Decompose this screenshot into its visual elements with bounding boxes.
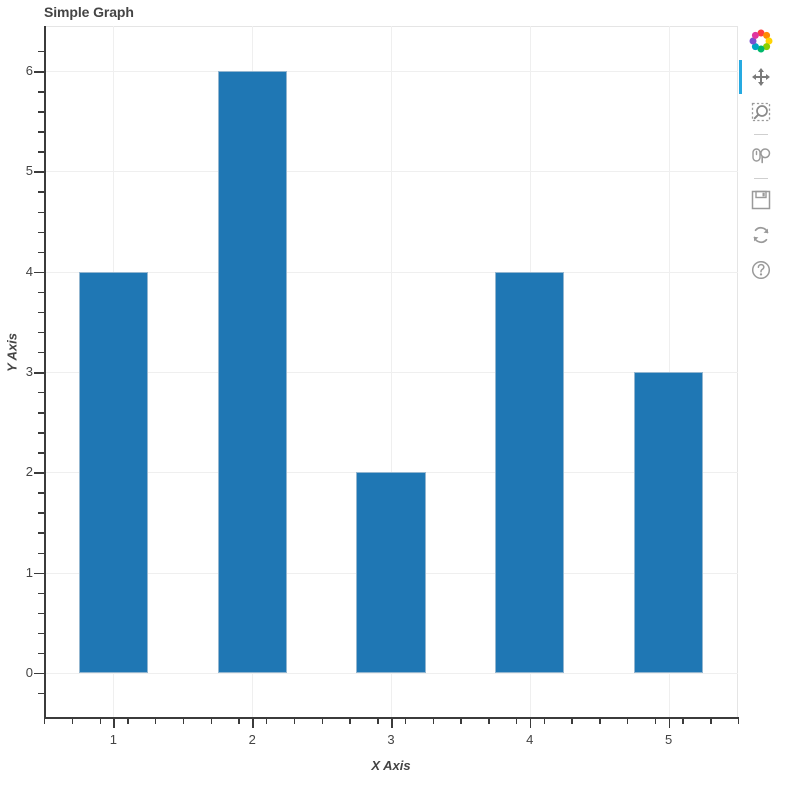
y-tick-minor (38, 331, 44, 334)
toolbar-separator (754, 134, 768, 135)
page-title: Simple Graph (44, 4, 134, 20)
x-tick-major (529, 718, 532, 728)
toolbar-separator (754, 178, 768, 179)
y-axis-title: Y Axis (4, 332, 20, 373)
x-tick-minor (710, 718, 712, 724)
y-tick-minor (38, 692, 44, 695)
x-tick-major (668, 718, 671, 728)
x-tick-minor (404, 718, 407, 724)
y-tick-minor (38, 412, 44, 414)
y-tick-minor (38, 452, 44, 454)
y-tick-minor (38, 512, 44, 514)
bar-glyph (356, 472, 426, 673)
y-tick-major (34, 672, 44, 675)
bar-glyph (78, 271, 149, 673)
x-tick-minor (460, 718, 462, 724)
x-tick-minor (488, 718, 490, 724)
y-tick-minor (38, 392, 44, 394)
bar-glyph (217, 71, 287, 673)
y-tick-minor (38, 432, 44, 434)
y-tick-label: 5 (25, 163, 33, 179)
box-zoom-tool[interactable] (746, 97, 776, 127)
x-tick-minor (377, 718, 379, 724)
x-tick-minor (432, 718, 435, 724)
bars-layer (44, 26, 738, 718)
x-tick-major (113, 718, 115, 728)
y-tick-label: 0 (25, 664, 33, 680)
wheel-zoom-tool[interactable] (746, 141, 776, 171)
x-tick-minor (238, 718, 240, 724)
x-tick-minor (599, 718, 601, 724)
plot-toolbar[interactable] (739, 26, 781, 290)
y-tick-major (34, 572, 44, 575)
x-tick-minor (182, 718, 185, 724)
y-tick-label: 1 (25, 564, 33, 580)
x-tick-label: 1 (109, 732, 117, 747)
x-tick-minor (571, 718, 573, 724)
y-tick-label: 3 (25, 364, 33, 379)
x-tick-major (252, 718, 254, 728)
x-tick-label: 4 (526, 732, 534, 747)
y-tick-minor (38, 552, 44, 554)
y-axis-line (44, 26, 46, 718)
x-tick-minor (738, 718, 740, 724)
y-tick-minor (38, 231, 44, 233)
x-tick-minor (127, 718, 129, 724)
x-tick-minor (293, 718, 296, 724)
x-axis-title: X Axis (371, 758, 411, 773)
x-tick-minor (515, 718, 518, 724)
y-tick-minor (38, 51, 44, 53)
y-tick-minor (38, 592, 44, 595)
pan-tool[interactable] (739, 60, 776, 94)
reset-tool[interactable] (746, 220, 776, 250)
y-tick-minor (38, 291, 44, 294)
y-tick-minor (38, 151, 44, 153)
y-tick-major (34, 271, 44, 274)
x-tick-minor (654, 718, 657, 724)
y-tick-label: 4 (25, 263, 33, 279)
x-tick-minor (155, 718, 157, 724)
x-tick-minor (266, 718, 268, 724)
y-tick-minor (38, 91, 44, 93)
x-tick-minor (543, 718, 546, 724)
y-tick-minor (38, 211, 44, 213)
y-tick-minor (38, 111, 44, 113)
y-tick-major (34, 372, 44, 374)
y-tick-major (34, 71, 44, 73)
help-tool[interactable] (746, 255, 776, 285)
bar-glyph (495, 271, 565, 673)
y-tick-minor (38, 191, 44, 193)
x-tick-minor (349, 718, 351, 724)
y-tick-minor (38, 632, 44, 635)
y-tick-minor (38, 652, 44, 655)
y-tick-minor (38, 612, 44, 615)
y-tick-minor (38, 532, 44, 534)
x-tick-label: 5 (664, 732, 673, 747)
x-tick-minor (210, 718, 212, 724)
y-tick-major (34, 472, 44, 474)
bokeh-logo-icon[interactable] (746, 26, 776, 56)
bar-glyph (633, 372, 704, 673)
x-tick-minor (682, 718, 684, 724)
y-tick-minor (38, 492, 44, 494)
x-tick-label: 2 (248, 732, 256, 747)
y-tick-label: 2 (25, 464, 33, 480)
save-tool[interactable] (746, 185, 776, 215)
x-tick-label: 3 (387, 732, 395, 747)
y-tick-label: 6 (25, 63, 33, 79)
y-tick-minor (38, 131, 44, 133)
y-tick-minor (38, 251, 44, 254)
x-tick-minor (71, 718, 74, 724)
x-axis-line (44, 717, 739, 719)
y-tick-major (34, 171, 44, 173)
x-tick-minor (626, 718, 629, 724)
y-tick-minor (38, 351, 44, 354)
x-tick-minor (99, 718, 101, 724)
x-tick-minor (321, 718, 323, 724)
x-tick-minor (44, 718, 46, 724)
plot-frame[interactable] (44, 26, 738, 718)
x-tick-major (391, 718, 393, 728)
y-tick-minor (38, 311, 44, 314)
